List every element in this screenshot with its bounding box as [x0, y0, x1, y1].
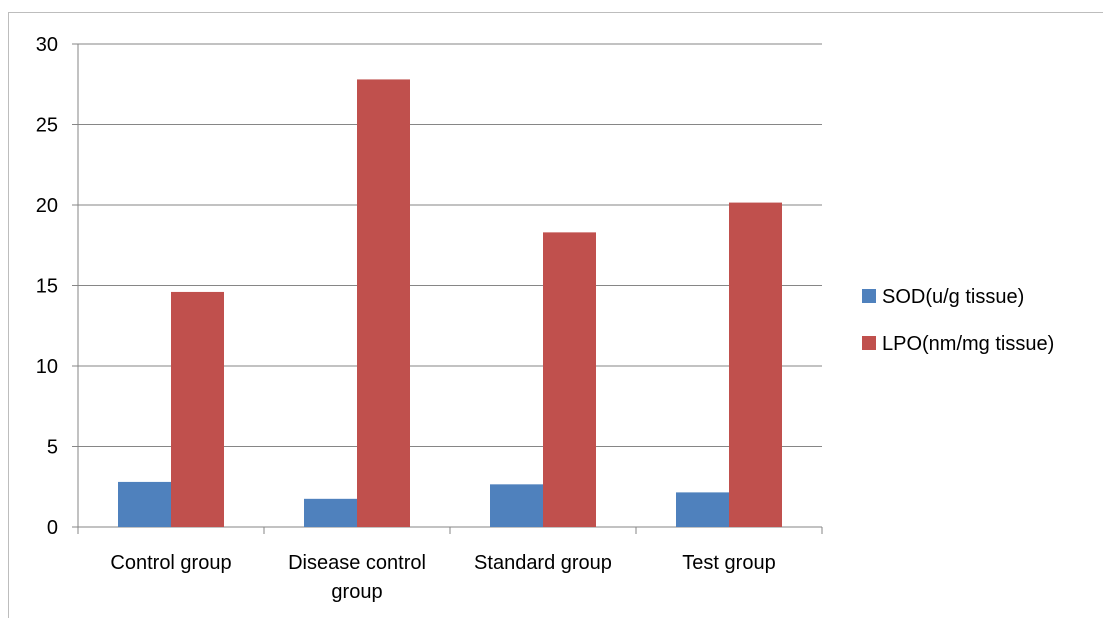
y-tick-label: 0 [47, 517, 58, 539]
bar-lpo-0 [171, 291, 224, 527]
legend-swatch-sod [862, 289, 876, 303]
y-tick-label: 5 [47, 437, 58, 459]
x-tick-label: Test group [682, 552, 775, 574]
x-tick-label: Control group [110, 552, 231, 574]
y-tick-label: 20 [36, 195, 58, 217]
bar-lpo-3 [729, 202, 782, 527]
bar-sod-2 [490, 484, 543, 527]
bars [118, 79, 782, 528]
legend-label-lpo: LPO(nm/mg tissue) [882, 333, 1054, 355]
legend-swatch-lpo [862, 336, 876, 350]
bar-lpo-2 [543, 232, 596, 527]
y-tick-label: 30 [36, 34, 58, 56]
legend-label-sod: SOD(u/g tissue) [882, 286, 1024, 308]
legend: SOD(u/g tissue) LPO(nm/mg tissue) [862, 286, 1054, 355]
y-tick-label: 25 [36, 115, 58, 137]
x-tick-label: Disease control [288, 552, 426, 574]
x-tick-label: group [331, 581, 382, 603]
bar-sod-3 [676, 492, 729, 527]
x-tick-labels: Control group Disease control group Standar… [110, 552, 775, 603]
bar-sod-1 [304, 498, 357, 527]
y-tick-label: 15 [36, 276, 58, 298]
bar-lpo-1 [357, 79, 410, 528]
y-tick-labels: 0 5 10 15 20 25 30 [36, 34, 58, 539]
x-tick-label: Standard group [474, 552, 612, 574]
y-tick-label: 10 [36, 356, 58, 378]
bar-sod-0 [118, 481, 171, 527]
